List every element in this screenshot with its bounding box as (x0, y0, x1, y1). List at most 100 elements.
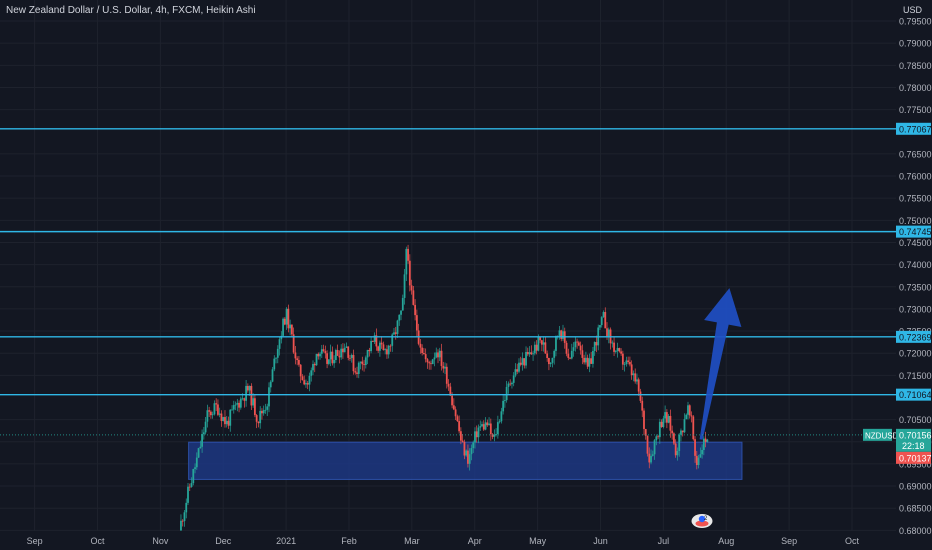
up-arrow-drawing[interactable] (699, 288, 742, 440)
candle-body (259, 410, 262, 424)
candle-body (440, 350, 443, 366)
candle-body (530, 352, 533, 355)
candle-body (507, 383, 510, 387)
candle-body (211, 414, 214, 416)
candle-body (452, 405, 455, 410)
candle-body (363, 364, 365, 366)
candle-body (199, 446, 202, 449)
candle-body (345, 346, 348, 348)
candle-body (639, 391, 642, 401)
candle-body (519, 362, 522, 365)
candle-body (252, 398, 255, 406)
candle-body (521, 358, 524, 365)
candle-body (217, 404, 219, 415)
time-axis[interactable]: Sep Oct Nov Dec 2021 Feb Mar Apr May Jun Jul Aug Sep… (0, 531, 896, 550)
candle-body (660, 421, 663, 428)
candle-body (512, 375, 515, 383)
candle-body (636, 379, 638, 382)
candle-body (555, 336, 557, 351)
candle-body (194, 467, 196, 470)
candle-body (373, 335, 376, 342)
x-tick-label: Aug (718, 536, 734, 546)
candle-body (526, 352, 529, 355)
candle-body (356, 372, 358, 374)
candle-body (278, 339, 281, 349)
price-axis[interactable]: 0.79500 0.79000 0.78500 0.78000 0.77500 0.765… (896, 0, 932, 550)
candle-body (292, 334, 295, 353)
candle-body (662, 418, 665, 428)
candle-body (188, 486, 191, 488)
candle-body (377, 346, 380, 351)
candle-body (257, 421, 260, 424)
candle-body (287, 308, 290, 329)
candle-body (657, 436, 659, 438)
candle-body (398, 314, 401, 321)
candle-body (544, 342, 547, 354)
y-tick-label: 0.73000 (899, 304, 932, 314)
candle-body (470, 448, 473, 455)
candle-body (595, 342, 598, 346)
horizontal-levels[interactable] (0, 128, 896, 396)
y-tick-label: 0.68500 (899, 504, 932, 514)
candle-body (523, 358, 526, 366)
candle-body (576, 341, 578, 343)
candle-body (410, 285, 413, 291)
candle-body (518, 362, 520, 372)
candle-body (283, 318, 286, 325)
candle-body (349, 357, 351, 359)
candle-body (264, 409, 267, 411)
candle-body (238, 402, 240, 408)
candle-body (583, 357, 586, 363)
candle-body (491, 434, 494, 437)
candle-body (634, 373, 637, 382)
candle-body (643, 410, 645, 430)
y-tick-label: 0.74500 (899, 238, 932, 248)
candle-body (551, 357, 554, 363)
candle-body (546, 353, 549, 358)
x-tick-label: Mar (404, 536, 420, 546)
candle-body (243, 398, 246, 401)
candle-body (428, 362, 431, 364)
x-tick-label: May (529, 536, 547, 546)
candle-body (444, 366, 446, 369)
candle-body (505, 386, 508, 401)
candle-body (246, 385, 249, 391)
candle-body (489, 423, 492, 435)
candle-body (673, 433, 675, 444)
y-tick-label: 0.72000 (899, 349, 932, 359)
candle-body (181, 520, 184, 522)
candle-body (650, 455, 652, 463)
currency-label[interactable]: USD (903, 5, 923, 15)
candle-body (704, 438, 707, 442)
candle-body (227, 420, 230, 426)
candle-body (403, 274, 406, 298)
candle-body (338, 355, 341, 358)
candle-body (361, 361, 364, 365)
candle-body (548, 357, 550, 365)
x-tick-label: Oct (845, 536, 860, 546)
candle-body (500, 411, 503, 422)
symbol-badge (863, 428, 892, 441)
candle-body (646, 435, 649, 454)
candle-body (509, 383, 512, 385)
candle-body (319, 353, 321, 357)
candle-body (310, 370, 313, 376)
candle-body (241, 398, 244, 400)
candle-body (537, 336, 540, 351)
candle-body (525, 352, 527, 366)
candle-body (651, 454, 654, 456)
x-tick-label: Sep (27, 536, 43, 546)
candle-body (549, 362, 552, 365)
candle-body (368, 349, 371, 352)
candle-body (273, 358, 276, 370)
candle-body (322, 349, 325, 352)
candle-body (197, 448, 200, 458)
candle-body (625, 360, 628, 365)
y-tick-label: 0.77500 (899, 105, 932, 115)
candle-body (414, 304, 417, 316)
low-price-badge (896, 451, 931, 464)
candle-body (276, 348, 279, 358)
candle-body (370, 340, 373, 352)
candle-body (637, 379, 640, 392)
